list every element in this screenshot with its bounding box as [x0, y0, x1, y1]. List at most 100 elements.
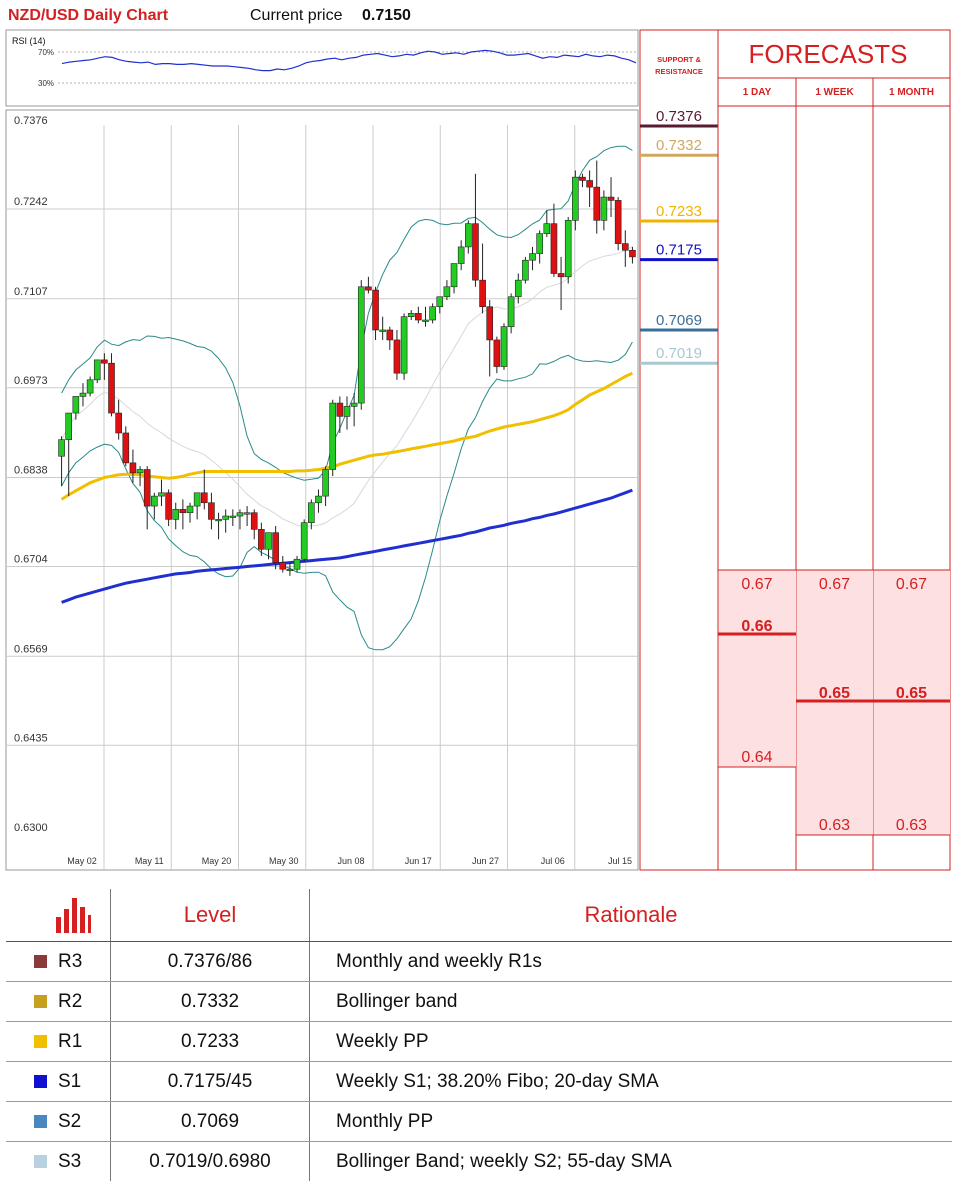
candle-body: [279, 562, 287, 570]
candle: [229, 509, 237, 527]
candle: [415, 306, 422, 324]
y-tick-label: 0.7107: [14, 286, 48, 298]
candle: [607, 177, 615, 218]
candle: [243, 506, 251, 527]
candle-body: [550, 223, 558, 274]
candle-body: [579, 176, 586, 181]
sr-levels: 0.7376 0.7332 0.7233 0.7175 0.7069 0.7019: [640, 108, 718, 365]
candle-body: [250, 512, 258, 530]
level-name: S1: [58, 1070, 82, 1092]
candle: [236, 509, 244, 530]
candle: [222, 509, 229, 533]
candle-body: [564, 220, 572, 278]
candle-body: [65, 412, 73, 440]
candle: [79, 383, 87, 407]
levels-table: Level Rationale R3 0.7376/86 Monthly and…: [6, 889, 952, 1181]
candle: [543, 210, 551, 237]
candle: [365, 276, 372, 294]
bar-chart-icon-cell: [6, 889, 111, 942]
x-tick-label: May 02: [67, 856, 97, 866]
moving-averages: [60, 371, 634, 604]
candle-body: [215, 519, 222, 522]
candle-body: [393, 339, 401, 374]
candle: [593, 160, 601, 234]
candle: [379, 316, 386, 340]
candle: [108, 353, 115, 417]
level-value: 0.7069: [110, 1101, 310, 1142]
forecasts-title: FORECASTS: [749, 39, 908, 69]
candle: [279, 555, 287, 573]
candle: [550, 203, 558, 277]
sr-column: [639, 29, 719, 871]
candle: [479, 243, 486, 314]
level-value: 0.7019/0.6980: [110, 1141, 310, 1181]
candle: [422, 306, 429, 327]
candle: [472, 173, 479, 287]
candle-body: [465, 223, 472, 248]
level-name: S3: [58, 1150, 82, 1172]
y-tick-label: 0.6838: [14, 465, 48, 477]
candle-body: [379, 329, 386, 332]
candle: [572, 170, 579, 231]
candle-body: [479, 279, 486, 308]
y-tick-label: 0.6569: [14, 643, 48, 655]
candle-body: [293, 558, 301, 570]
candle-body: [629, 249, 636, 258]
candle-body: [514, 279, 522, 298]
candle: [522, 256, 529, 284]
sr-header-line2: RESISTANCE: [655, 67, 703, 76]
candle-body: [586, 180, 593, 188]
level-name: R3: [58, 950, 83, 972]
forecast-top-value: 0.67: [741, 576, 772, 593]
candle-body: [536, 233, 543, 254]
level-value: 0.7332: [110, 981, 310, 1022]
candle-body: [122, 432, 130, 464]
sma-200-line: [61, 488, 633, 604]
candle-body: [136, 469, 144, 474]
candle: [158, 479, 165, 507]
forecast-target-value: 0.65: [819, 685, 850, 702]
candle: [329, 399, 337, 477]
candle: [258, 522, 265, 556]
candle: [272, 526, 279, 570]
forecast-bottom-value: 0.63: [896, 817, 927, 834]
y-tick-label: 0.6704: [14, 554, 48, 566]
candle-body: [158, 492, 165, 497]
price-label: Current price: [250, 7, 343, 24]
candle: [315, 489, 322, 513]
candle: [493, 336, 501, 374]
candle-body: [200, 492, 208, 504]
candle-body: [93, 359, 101, 381]
candle-body: [229, 515, 237, 518]
candle: [300, 519, 308, 563]
x-tick-label: Jul 15: [608, 856, 632, 866]
bollinger-lower-line: [61, 341, 633, 651]
levels-table-header: Level Rationale: [6, 889, 952, 942]
candle: [179, 499, 187, 530]
candle: [200, 469, 208, 510]
candle-body: [365, 286, 372, 291]
forecast-column-header: 1 MONTH: [889, 87, 934, 98]
candle-body: [151, 495, 158, 507]
candle: [143, 466, 151, 530]
rsi-line: [61, 49, 637, 72]
candle-body: [557, 273, 565, 278]
rationale-header: Rationale: [309, 889, 952, 942]
candle-body: [614, 200, 622, 244]
candle: [621, 230, 629, 267]
candle-body: [422, 319, 429, 322]
forecast-bottom-value: 0.63: [819, 817, 850, 834]
level-rationale: Weekly PP: [309, 1021, 952, 1062]
y-tick-label: 0.7376: [14, 115, 48, 127]
candle: [101, 353, 108, 380]
level-rationale: Bollinger band: [309, 981, 952, 1022]
candle-body: [258, 529, 265, 550]
candle: [557, 256, 565, 311]
y-tick-label: 0.6300: [14, 822, 48, 834]
x-tick-label: Jun 08: [337, 856, 364, 866]
candle: [308, 499, 315, 530]
candle-body: [286, 568, 294, 572]
candle-body: [486, 306, 494, 341]
candle-body: [308, 502, 315, 523]
candle-body: [265, 532, 272, 550]
